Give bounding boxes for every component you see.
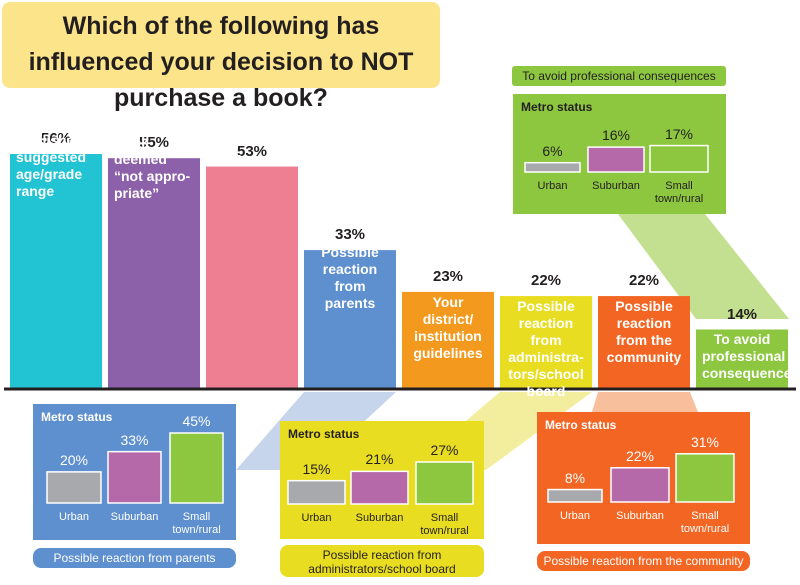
breakdown-1-value-3: 17% — [664, 125, 694, 142]
breakdown-3-value-2: 21% — [365, 451, 394, 468]
breakdown-2-value-1: 20% — [59, 451, 89, 468]
breakdown-1-category-2: Suburban — [592, 180, 640, 192]
bar-3 — [206, 166, 298, 388]
breakdown-2-bar-3 — [169, 432, 224, 504]
bar-8 — [696, 329, 788, 388]
bar-value-label-7: 22% — [628, 272, 660, 290]
bar-value-label-4: 33% — [334, 226, 366, 244]
breakdown-2-category-2: Suburban — [110, 511, 159, 523]
breakdown-2-value-2: 33% — [120, 431, 149, 448]
breakdown-4-bar-1 — [547, 488, 603, 503]
breakdown-4-category-2: Suburban — [616, 510, 664, 522]
breakdown-2-value-3: 45% — [182, 413, 211, 429]
bar-6 — [500, 296, 592, 388]
breakdown-2-bar-1 — [46, 471, 102, 504]
bar-category-label-4: Possible reaction from parents — [321, 244, 379, 311]
breakdown-2-category-3: Small town/rural — [172, 511, 221, 536]
bar-2 — [108, 158, 200, 388]
breakdown-4-value-2: 22% — [625, 447, 655, 464]
breakdown-caption-2: Possible reaction from parents — [33, 548, 236, 568]
bar-value-label-3: 53% — [236, 142, 268, 160]
breakdown-3-bar-3 — [415, 461, 474, 505]
breakdown-3-value-1: 15% — [302, 460, 331, 477]
breakdown-4-value-3: 31% — [690, 433, 720, 450]
breakdown-2-bar-2 — [107, 450, 162, 504]
breakdown-4-value-1: 8% — [564, 469, 586, 486]
breakdown-caption-1: To avoid professional consequences — [512, 66, 726, 86]
breakdown-1-bar-3 — [649, 144, 709, 173]
breakdown-header-4: Metro status — [545, 418, 617, 432]
bar-4 — [304, 250, 396, 388]
breakdown-1-value-2: 16% — [601, 127, 631, 144]
chart-title: Which of the following has influenced yo… — [2, 2, 440, 112]
breakdown-3-bar-2 — [350, 470, 409, 505]
breakdown-1-bar-2 — [587, 146, 645, 173]
connector-wedge-4 — [592, 392, 698, 412]
bar-value-label-5: 23% — [432, 267, 464, 285]
breakdown-1-bar-1 — [524, 161, 581, 173]
breakdown-3-bar-1 — [287, 479, 346, 505]
bar-1 — [10, 154, 102, 388]
breakdown-4-bar-2 — [610, 467, 670, 503]
breakdown-header-3: Metro status — [288, 427, 360, 441]
breakdown-2-category-1: Urban — [59, 511, 89, 523]
bar-category-label-7: Possible reaction from the community — [606, 298, 682, 365]
connector-wedge-1 — [618, 214, 789, 319]
bar-category-label-6: Possible reaction from administra-tors/s… — [508, 298, 584, 399]
bar-category-label-8: To avoid professional consequences — [702, 331, 800, 381]
breakdown-1-value-1: 6% — [542, 142, 563, 159]
breakdown-4-bar-3 — [675, 453, 735, 503]
breakdown-3-category-1: Urban — [301, 512, 332, 524]
breakdown-3-category-3: Small town/rural — [420, 512, 469, 537]
bar-5 — [402, 291, 494, 388]
bar-category-label-3: Reviews — [212, 152, 269, 168]
breakdown-caption-3: Possible reaction from administrators/sc… — [280, 545, 484, 577]
bar-value-label-8: 14% — [726, 305, 758, 323]
breakdown-header-2: Metro status — [41, 410, 113, 424]
bar-category-label-1: Publishers’ suggested age/grade range — [16, 132, 91, 199]
breakdown-4-category-1: Urban — [560, 510, 590, 522]
bar-category-label-2: Book deemed “not appro-priate” — [114, 134, 191, 201]
breakdown-header-1: Metro status — [521, 100, 593, 114]
bar-category-label-5: Your district/ institution guidelines — [413, 294, 483, 361]
bar-7 — [598, 296, 690, 388]
breakdown-1-category-1: Urban — [537, 180, 568, 192]
bar-value-label-2: 55% — [138, 134, 170, 152]
breakdown-4-category-3: Small town/rural — [680, 510, 730, 535]
breakdown-caption-4: Possible reaction from the community — [537, 551, 750, 571]
bar-value-label-1: 56% — [40, 130, 72, 147]
bar-value-label-6: 22% — [530, 272, 562, 290]
breakdown-3-value-3: 27% — [430, 442, 459, 458]
breakdown-1-category-3: Small town/rural — [654, 180, 704, 205]
breakdown-3-category-2: Suburban — [355, 512, 404, 524]
